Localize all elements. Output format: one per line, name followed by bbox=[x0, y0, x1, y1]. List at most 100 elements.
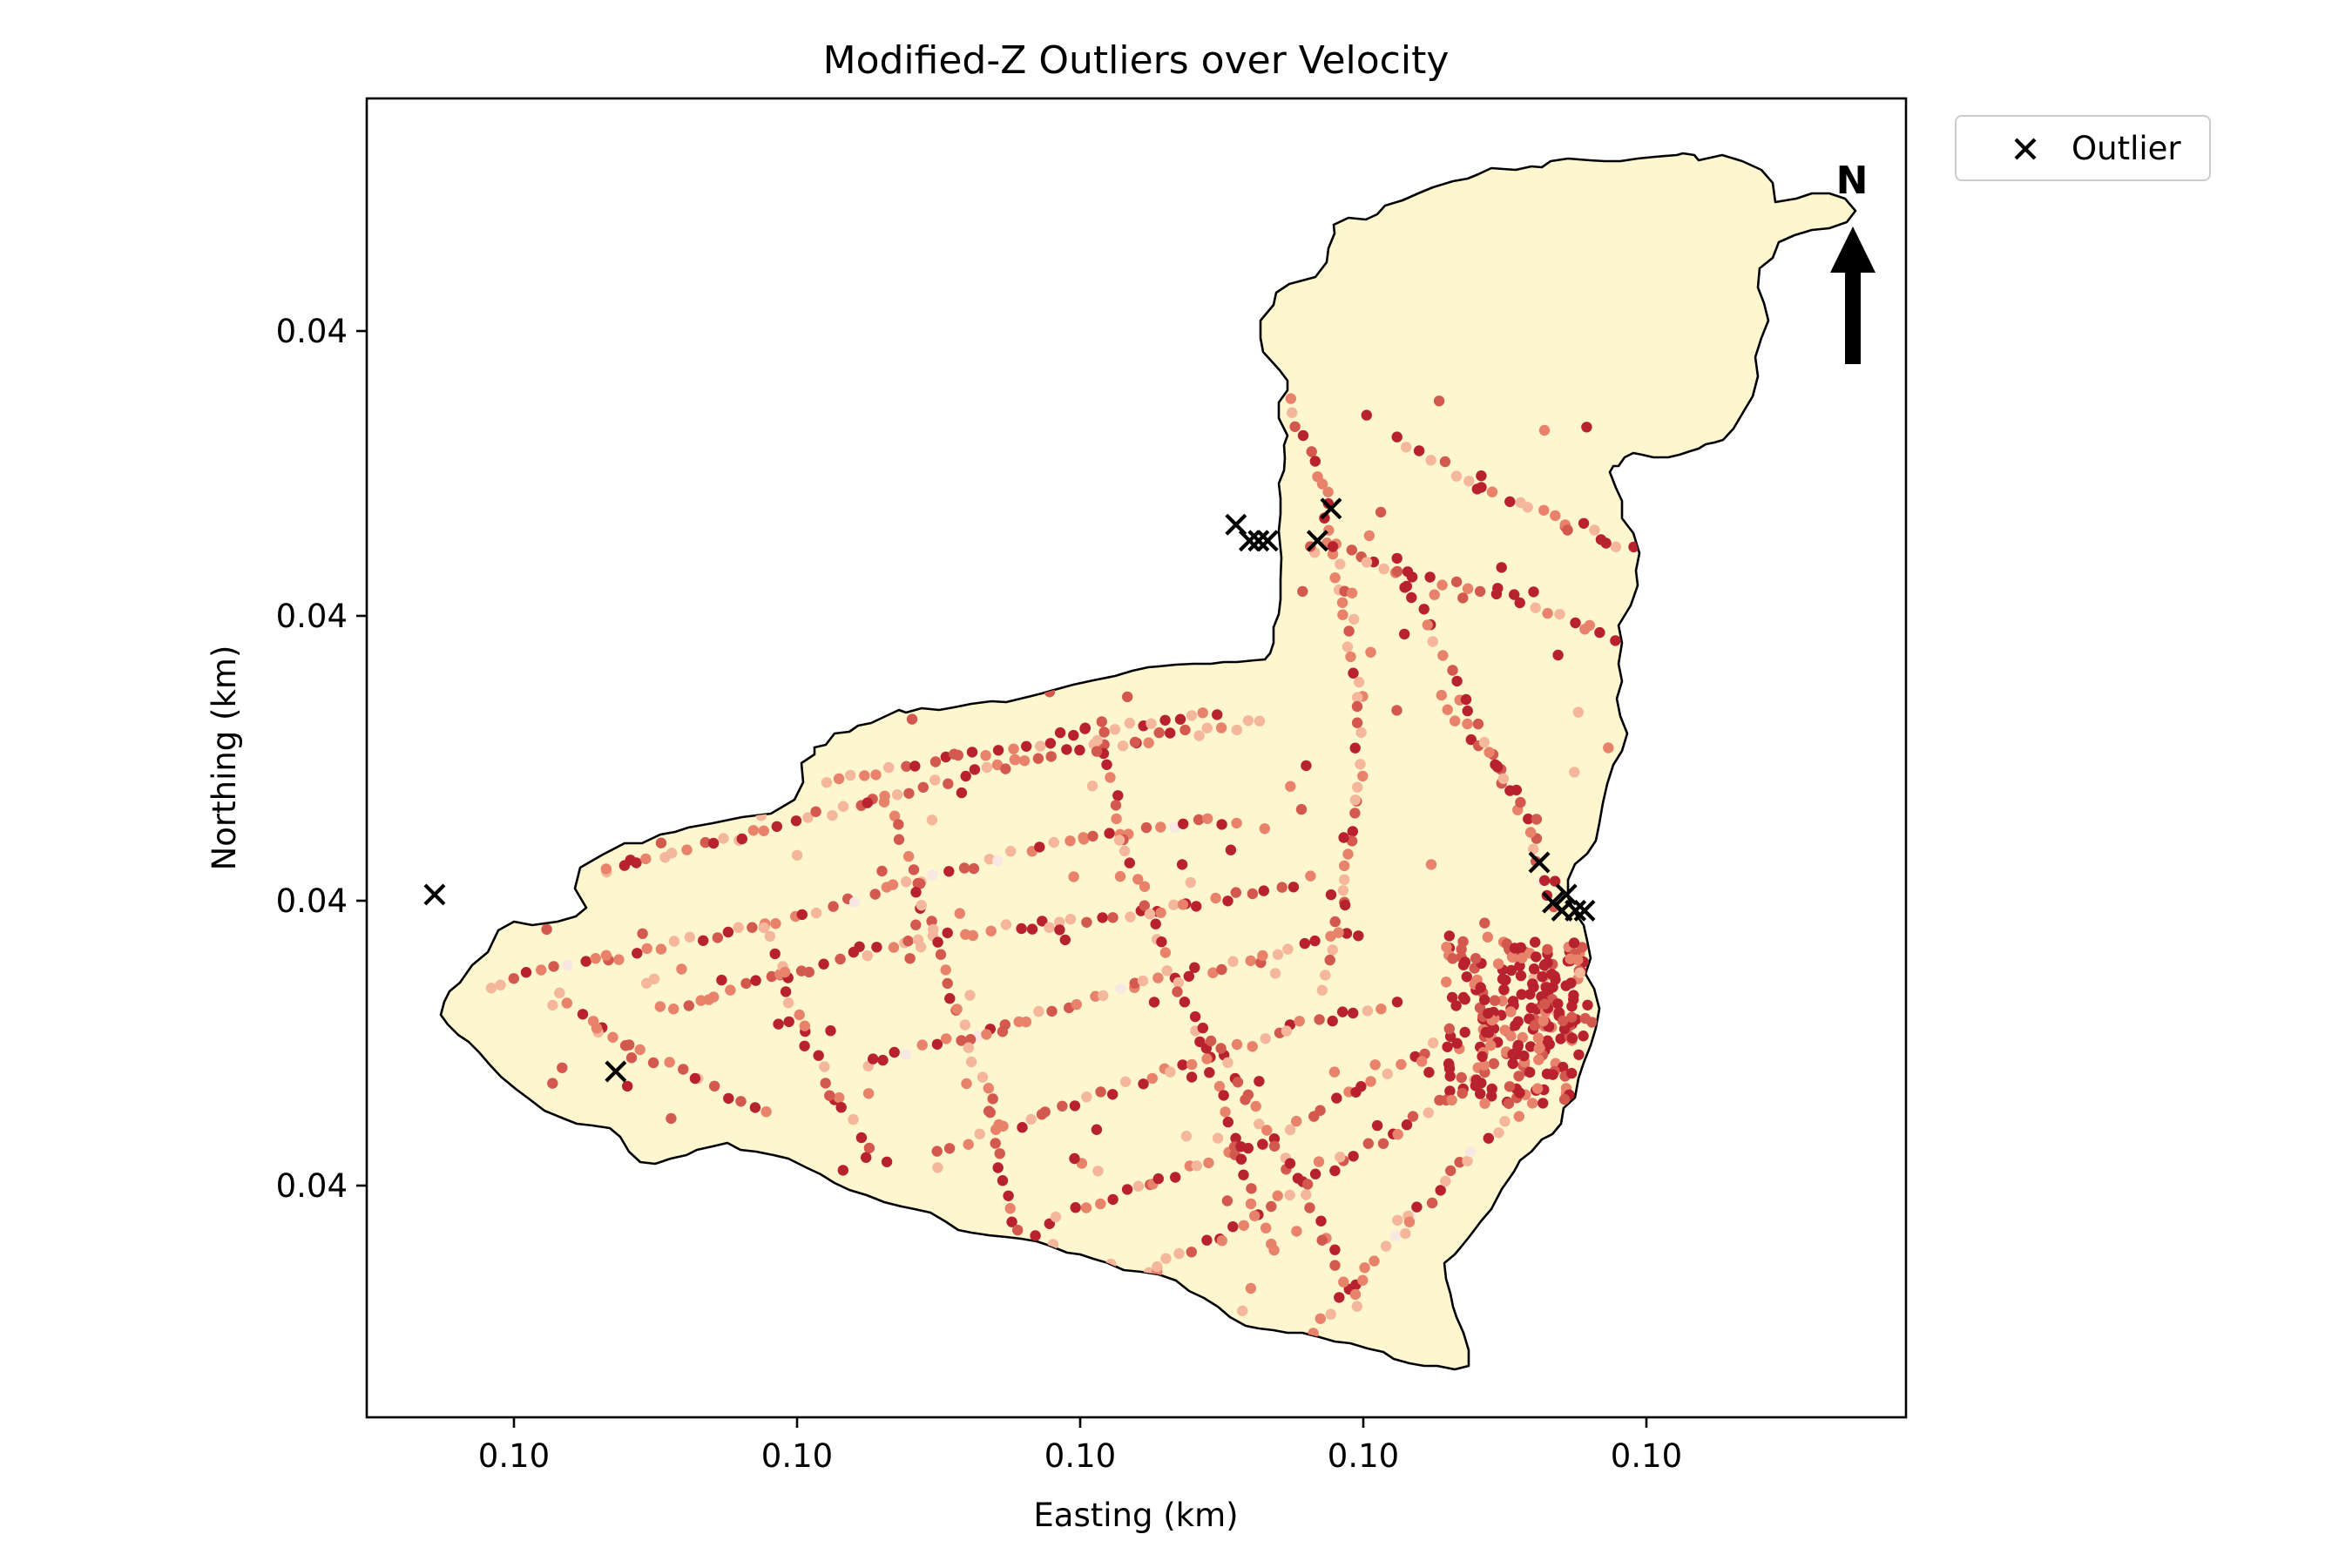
velocity-point bbox=[1201, 722, 1213, 733]
velocity-point bbox=[1338, 1276, 1349, 1288]
velocity-point bbox=[684, 931, 696, 943]
velocity-point bbox=[655, 943, 667, 955]
velocity-point bbox=[1008, 743, 1019, 754]
velocity-point bbox=[1442, 704, 1453, 715]
velocity-point bbox=[1218, 1090, 1229, 1101]
y-tick-label: 0.04 bbox=[276, 882, 348, 920]
velocity-point bbox=[1287, 407, 1298, 418]
velocity-point bbox=[1558, 1061, 1569, 1073]
velocity-point bbox=[1347, 826, 1359, 837]
velocity-point bbox=[590, 953, 601, 964]
velocity-point bbox=[943, 778, 954, 789]
velocity-point bbox=[992, 745, 1004, 756]
velocity-point bbox=[1074, 744, 1085, 756]
velocity-point bbox=[1566, 1067, 1578, 1079]
velocity-point bbox=[1435, 1185, 1446, 1196]
velocity-point bbox=[1537, 971, 1548, 983]
velocity-point bbox=[903, 787, 915, 799]
velocity-point bbox=[1514, 597, 1525, 609]
y-axis-label: Northing (km) bbox=[206, 645, 243, 871]
velocity-point bbox=[1446, 991, 1458, 1004]
velocity-point bbox=[981, 761, 993, 774]
x-axis-label: Easting (km) bbox=[1033, 1497, 1238, 1534]
velocity-point bbox=[1527, 978, 1538, 990]
velocity-point bbox=[1012, 1224, 1024, 1236]
velocity-point bbox=[963, 1042, 975, 1053]
velocity-point bbox=[1301, 1189, 1312, 1200]
velocity-point bbox=[1180, 1131, 1193, 1142]
velocity-point bbox=[1054, 916, 1065, 928]
velocity-point bbox=[983, 1105, 995, 1117]
velocity-point bbox=[1424, 571, 1436, 583]
velocity-point bbox=[1026, 923, 1038, 935]
velocity-point bbox=[893, 819, 904, 830]
legend: Outlier bbox=[1955, 115, 2211, 181]
velocity-point bbox=[1322, 486, 1334, 497]
velocity-point bbox=[1362, 1005, 1374, 1017]
velocity-point bbox=[1450, 715, 1461, 727]
velocity-point bbox=[554, 987, 565, 999]
velocity-point bbox=[849, 896, 861, 908]
velocity-point bbox=[803, 966, 814, 978]
velocity-point bbox=[1533, 1054, 1544, 1065]
velocity-point bbox=[1403, 1216, 1416, 1227]
velocity-point bbox=[647, 1057, 659, 1069]
velocity-point bbox=[1337, 609, 1348, 620]
velocity-point bbox=[1160, 1253, 1172, 1264]
velocity-point bbox=[735, 1096, 747, 1107]
velocity-point bbox=[1268, 1140, 1281, 1152]
velocity-point bbox=[799, 1020, 810, 1031]
velocity-point bbox=[1574, 967, 1585, 978]
velocity-point bbox=[1504, 496, 1516, 508]
velocity-point bbox=[1547, 1069, 1558, 1080]
velocity-point bbox=[750, 975, 761, 986]
velocity-point bbox=[1433, 395, 1445, 407]
velocity-point bbox=[1122, 691, 1133, 703]
velocity-point bbox=[931, 1146, 943, 1157]
velocity-point bbox=[1309, 1168, 1321, 1179]
velocity-point bbox=[1189, 962, 1200, 973]
velocity-point bbox=[1324, 954, 1335, 966]
x-tick-label: 0.10 bbox=[1611, 1437, 1682, 1475]
velocity-point bbox=[1486, 486, 1498, 497]
velocity-point bbox=[547, 999, 558, 1011]
velocity-point bbox=[1506, 951, 1518, 963]
velocity-point bbox=[1254, 715, 1266, 727]
velocity-point bbox=[942, 977, 953, 990]
velocity-point bbox=[1003, 1190, 1014, 1202]
velocity-point bbox=[1113, 835, 1125, 846]
velocity-point bbox=[940, 751, 952, 763]
velocity-point bbox=[1309, 456, 1321, 467]
outlier-marker bbox=[1573, 899, 1596, 922]
velocity-point bbox=[904, 953, 916, 964]
velocity-point bbox=[1033, 1005, 1044, 1017]
velocity-point bbox=[681, 844, 693, 855]
velocity-point bbox=[1112, 790, 1124, 801]
velocity-point bbox=[1505, 1031, 1517, 1042]
velocity-point bbox=[1220, 1106, 1231, 1118]
velocity-point bbox=[758, 825, 769, 836]
velocity-point bbox=[698, 935, 709, 947]
velocity-point bbox=[1515, 970, 1527, 982]
velocity-point bbox=[1101, 759, 1112, 770]
velocity-point bbox=[1443, 930, 1456, 942]
velocity-point bbox=[949, 748, 960, 760]
velocity-point bbox=[1396, 1058, 1407, 1071]
velocity-point bbox=[1044, 922, 1055, 933]
velocity-point bbox=[747, 825, 760, 836]
velocity-point bbox=[1272, 1190, 1283, 1201]
velocity-point bbox=[1238, 1220, 1250, 1232]
velocity-point bbox=[935, 949, 947, 960]
velocity-point bbox=[1139, 881, 1151, 892]
velocity-point bbox=[1092, 1166, 1104, 1177]
velocity-point bbox=[1530, 602, 1541, 613]
outlier-marker bbox=[423, 883, 446, 906]
velocity-point bbox=[1507, 996, 1519, 1007]
velocity-point bbox=[718, 833, 729, 844]
velocity-point bbox=[1476, 470, 1487, 482]
velocity-point bbox=[1538, 504, 1550, 516]
velocity-point bbox=[1309, 935, 1321, 947]
velocity-point bbox=[1172, 986, 1183, 997]
velocity-point bbox=[810, 806, 821, 817]
velocity-point bbox=[1276, 882, 1288, 893]
